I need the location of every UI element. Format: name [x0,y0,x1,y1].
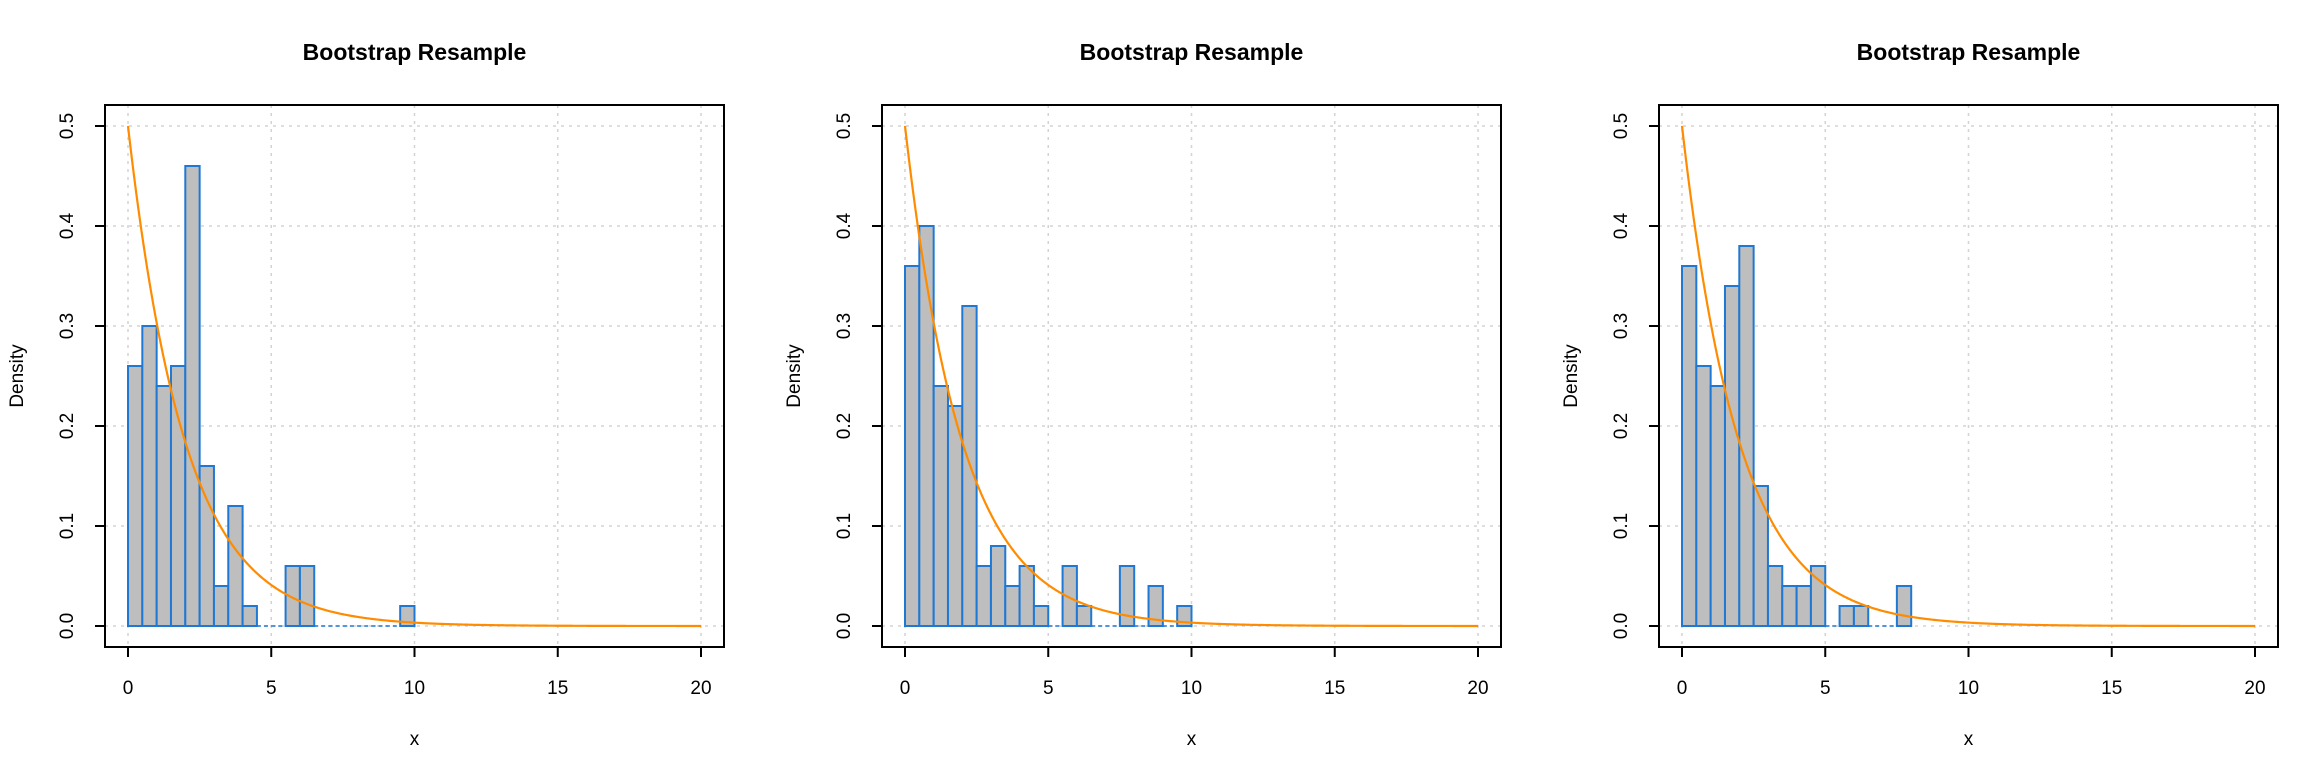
y-tick-label: 0.2 [1611,413,1632,439]
histogram-bar [1766,565,1784,627]
histogram-bar [1795,585,1812,627]
histogram-bar [1032,605,1050,627]
y-tick-label: 0.2 [57,413,78,439]
y-axis: 0.0 0.1 0.2 0.3 0.4 0.5 [1611,113,1659,639]
histogram-bar [1018,565,1035,627]
histogram-bar [932,385,949,627]
x-axis-label: x [410,729,420,750]
y-tick-label: 0.5 [834,113,855,139]
histogram-bar [946,405,964,627]
histogram-bar [1118,565,1136,627]
histogram-bar [212,585,230,627]
x-tick-label: 0 [123,678,134,699]
x-tick-label: 20 [2244,678,2265,699]
x-tick-label: 10 [1181,678,1202,699]
histogram-bar [1738,245,1755,627]
y-axis: 0.0 0.1 0.2 0.3 0.4 0.5 [57,113,105,639]
exponential-density-curve [903,125,1478,628]
histogram-bar [1895,585,1913,627]
y-axis: 0.0 0.1 0.2 0.3 0.4 0.5 [834,113,882,639]
histogram-bar [989,545,1007,627]
x-tick-label: 20 [690,678,711,699]
chart-title: Bootstrap Resample [303,39,527,65]
histogram-bar [1752,485,1769,627]
histogram-bar [1723,285,1741,627]
histogram-bar [298,565,316,627]
histogram-bars [1681,245,1913,627]
histogram-bar [1061,565,1078,627]
y-tick-label: 0.4 [1611,212,1632,239]
y-tick-label: 0.1 [834,513,855,539]
y-tick-label: 0.1 [1611,513,1632,539]
y-tick-label: 0.3 [57,313,78,339]
x-tick-label: 0 [900,678,911,699]
x-tick-label: 15 [2101,678,2122,699]
y-tick-label: 0.0 [57,613,78,639]
x-axis: 0 5 10 15 20 [123,647,712,699]
histogram-bar [1781,585,1798,627]
histogram-bar [1838,605,1855,627]
y-tick-label: 0.1 [57,513,78,539]
grid-lines [105,105,724,647]
chart-title: Bootstrap Resample [1080,39,1304,65]
exponential-density-curve [126,125,701,628]
y-axis-label: Density [784,344,805,408]
chart-panel-1: 0 5 10 15 20 0.0 0.1 0.2 0.3 0.4 0.5 Bootstrap Resa… [7,39,725,750]
x-tick-label: 5 [1043,678,1054,699]
histogram-bar [1075,605,1093,627]
x-tick-label: 5 [1820,678,1831,699]
histogram-bar [1695,365,1712,627]
x-axis-label: x [1964,729,1974,750]
x-tick-label: 15 [547,678,568,699]
grid-lines [1659,105,2278,647]
chart-panel-2: 0 5 10 15 20 0.0 0.1 0.2 0.3 0.4 0.5 Bootstrap Resa… [784,39,1502,750]
grid-lines [882,105,1501,647]
histogram-bar [241,605,258,627]
histogram-bar [227,505,244,627]
histogram-bar [1147,585,1164,627]
histogram-bar [127,365,144,627]
x-tick-label: 20 [1467,678,1488,699]
histogram-bar [1004,585,1021,627]
chart-title: Bootstrap Resample [1857,39,2081,65]
x-tick-label: 10 [1958,678,1979,699]
y-tick-label: 0.0 [1611,613,1632,639]
y-tick-label: 0.4 [57,212,78,239]
y-tick-label: 0.4 [834,212,855,239]
x-tick-label: 10 [404,678,425,699]
x-tick-label: 15 [1324,678,1345,699]
histogram-bar [975,565,992,627]
x-axis-label: x [1187,729,1197,750]
histogram-bar [184,165,201,627]
x-axis: 0 5 10 15 20 [1677,647,2266,699]
y-axis-label: Density [1561,344,1582,408]
y-axis-label: Density [7,344,28,408]
y-tick-label: 0.0 [834,613,855,639]
histogram-bar [904,265,921,627]
y-tick-label: 0.2 [834,413,855,439]
y-tick-label: 0.5 [57,113,78,139]
y-tick-label: 0.5 [1611,113,1632,139]
histogram-bar [1709,385,1726,627]
histogram-bar [141,325,158,627]
x-axis: 0 5 10 15 20 [900,647,1489,699]
x-tick-label: 5 [266,678,277,699]
x-tick-label: 0 [1677,678,1688,699]
histogram-bar [155,385,172,627]
chart-panel-3: 0 5 10 15 20 0.0 0.1 0.2 0.3 0.4 0.5 Bootstrap Resa… [1561,39,2279,750]
y-tick-label: 0.3 [1611,313,1632,339]
exponential-density-curve [1680,125,2255,628]
histogram-bar [1681,265,1698,627]
histogram-bar [169,365,187,627]
histogram-bar [1852,605,1870,627]
y-tick-label: 0.3 [834,313,855,339]
